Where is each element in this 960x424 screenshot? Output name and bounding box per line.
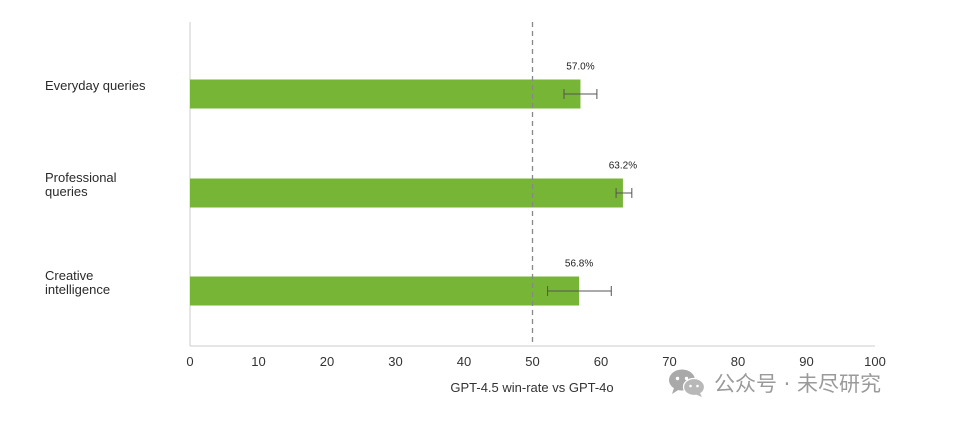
category-label-line: Professional [45,170,117,185]
watermark: 公众号 · 未尽研究 [668,368,881,398]
wechat-icon [669,369,706,397]
category-label-line: Creative [45,268,94,283]
category-label-line: queries [45,184,88,199]
x-tick-label: 30 [388,354,402,369]
data-label: 56.8% [565,259,593,270]
x-tick-label: 50 [525,354,539,369]
watermark-text: 公众号 · 未尽研究 [714,372,882,396]
bar [190,276,580,306]
x-tick-label: 0 [186,354,193,369]
x-tick-label: 40 [457,354,471,369]
data-label: 57.0% [566,62,594,73]
data-label: 63.2% [609,161,637,172]
category-label-line: intelligence [45,282,111,297]
category-label-line: Everyday queries [45,78,146,93]
x-tick-label: 70 [662,354,676,369]
x-tick-label: 10 [251,354,265,369]
x-tick-label: 80 [731,354,745,369]
x-tick-label: 20 [320,354,334,369]
x-tick-label: 90 [799,354,813,369]
category-label: Everyday queries [45,79,145,93]
x-tick-label: 60 [594,354,608,369]
x-axis-label: GPT-4.5 win-rate vs GPT-4o [450,380,614,395]
category-label: Professional queries [45,171,117,199]
bar [190,178,623,208]
bar [190,79,581,109]
category-label: Creative intelligence [45,269,110,297]
x-tick-label: 100 [864,354,886,369]
